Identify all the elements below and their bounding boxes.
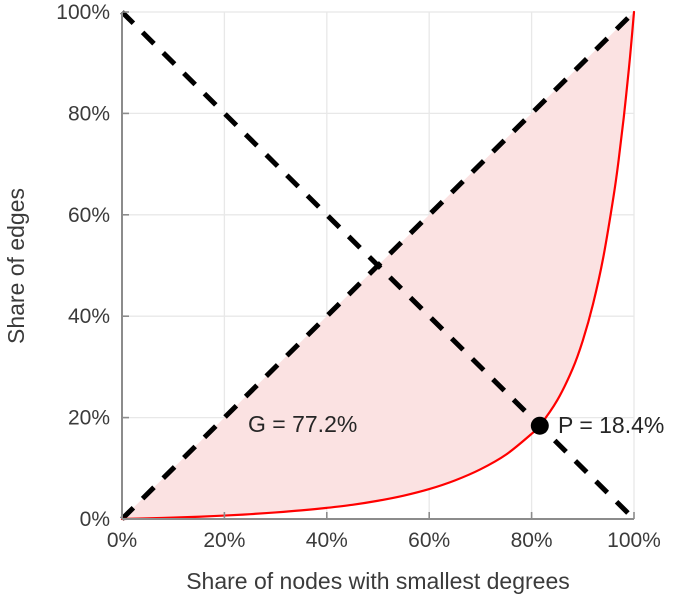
palma-annotation-label: P = 18.4%: [558, 412, 664, 438]
lorenz-curve-line: [120, 10, 636, 521]
y-axis-ticks: [122, 11, 129, 520]
y-axis-title: Share of edges: [3, 188, 29, 344]
x-axis-tick-label: 80%: [511, 529, 553, 552]
data-point-markers: [530, 416, 549, 435]
y-axis-tick-label: 20%: [68, 407, 110, 430]
y-axis-tick-label: 100%: [56, 1, 110, 24]
palma-point-marker: [530, 416, 549, 435]
x-axis-tick-label: 20%: [203, 529, 245, 552]
x-axis-tick-label: 100%: [607, 529, 661, 552]
y-axis-tick-label: 40%: [68, 305, 110, 328]
x-axis-title: Share of nodes with smallest degrees: [186, 568, 570, 594]
gini-annotation-label: G = 77.2%: [248, 411, 357, 437]
y-axis-tick-label: 0%: [80, 508, 110, 531]
x-axis-tick-label: 60%: [408, 529, 450, 552]
x-axis-tick-label: 40%: [306, 529, 348, 552]
y-axis-tick-label: 80%: [68, 102, 110, 125]
x-axis-tick-label: 0%: [107, 529, 137, 552]
y-axis-tick-labels: 0% 20% 40% 60% 80% 100%: [56, 1, 110, 531]
x-axis-ticks: [121, 512, 635, 519]
antidiagonal-line-dashed: [120, 10, 636, 521]
y-axis-tick-label: 60%: [68, 204, 110, 227]
x-axis-tick-labels: 0% 20% 40% 60% 80% 100%: [107, 529, 661, 552]
